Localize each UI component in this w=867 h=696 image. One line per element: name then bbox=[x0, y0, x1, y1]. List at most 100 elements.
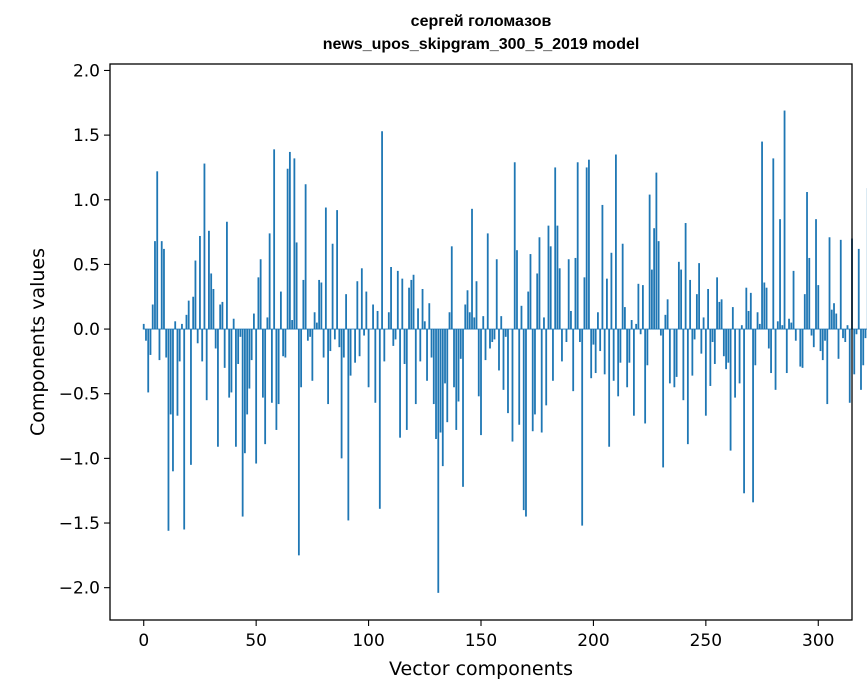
bar-308 bbox=[835, 313, 838, 330]
bar-321 bbox=[864, 329, 867, 339]
bar-191 bbox=[572, 329, 575, 392]
bar-296 bbox=[808, 257, 811, 330]
x-axis-label: Vector components bbox=[389, 658, 573, 680]
bar-149 bbox=[477, 329, 480, 397]
x-tick-label: 200 bbox=[577, 631, 609, 651]
bar-199 bbox=[590, 329, 593, 379]
bar-49 bbox=[253, 313, 255, 330]
bar-297 bbox=[810, 329, 813, 336]
bar-20 bbox=[187, 300, 190, 330]
bar-18 bbox=[183, 329, 186, 530]
bar-229 bbox=[657, 241, 660, 330]
bar-15 bbox=[176, 329, 179, 416]
bar-85 bbox=[333, 329, 336, 340]
bar-270 bbox=[749, 292, 752, 330]
bar-137 bbox=[450, 246, 453, 330]
bar-172 bbox=[529, 254, 532, 330]
bar-261 bbox=[729, 329, 732, 451]
bar-218 bbox=[633, 329, 635, 416]
bar-233 bbox=[666, 299, 669, 330]
bar-57 bbox=[270, 329, 273, 403]
y-tick-label: 1.5 bbox=[73, 126, 100, 146]
x-axis-ticks: 0 50 100 150 200 250 300 bbox=[138, 620, 834, 651]
bar-94 bbox=[354, 329, 356, 363]
bar-41 bbox=[235, 329, 237, 447]
bar-244 bbox=[691, 329, 694, 376]
bar-284 bbox=[781, 325, 784, 330]
bar-150 bbox=[480, 329, 482, 436]
bar-247 bbox=[698, 263, 700, 330]
bar-237 bbox=[675, 329, 678, 377]
bar-26 bbox=[201, 329, 204, 362]
bar-165 bbox=[513, 162, 516, 330]
bar-147 bbox=[473, 317, 476, 330]
bar-236 bbox=[673, 329, 676, 388]
bar-220 bbox=[637, 283, 640, 330]
bar-46 bbox=[246, 329, 249, 415]
bar-158 bbox=[498, 329, 500, 371]
bar-279 bbox=[770, 329, 772, 374]
bar-301 bbox=[819, 329, 822, 352]
y-tick-label: 1.0 bbox=[73, 191, 100, 211]
bar-278 bbox=[767, 329, 770, 349]
bar-97 bbox=[360, 268, 363, 330]
bar-123 bbox=[419, 329, 422, 362]
bar-317 bbox=[855, 329, 858, 335]
bar-206 bbox=[606, 278, 608, 330]
bar-73 bbox=[306, 329, 309, 341]
bar-10 bbox=[165, 329, 168, 358]
bar-89 bbox=[342, 329, 345, 358]
bar-84 bbox=[331, 243, 334, 330]
bar-254 bbox=[713, 329, 716, 364]
bar-39 bbox=[230, 329, 233, 393]
bar-145 bbox=[468, 312, 471, 330]
bar-314 bbox=[848, 329, 851, 403]
bar-192 bbox=[574, 257, 577, 330]
bar-205 bbox=[603, 329, 606, 375]
bar-272 bbox=[754, 329, 757, 366]
bar-175 bbox=[536, 273, 539, 330]
bar-132 bbox=[439, 329, 442, 433]
bar-223 bbox=[644, 329, 647, 424]
x-tick-label: 50 bbox=[245, 631, 267, 651]
bar-262 bbox=[731, 307, 734, 330]
bar-311 bbox=[842, 329, 844, 339]
bar-22 bbox=[192, 296, 195, 330]
bar-280 bbox=[772, 158, 775, 330]
bar-35 bbox=[221, 301, 224, 330]
bar-188 bbox=[565, 329, 568, 342]
bar-29 bbox=[208, 230, 210, 330]
bar-249 bbox=[702, 317, 705, 330]
bar-208 bbox=[610, 252, 613, 330]
bar-239 bbox=[680, 269, 683, 330]
bar-255 bbox=[716, 277, 718, 330]
bar-96 bbox=[358, 329, 361, 357]
bar-286 bbox=[785, 329, 788, 374]
bar-139 bbox=[455, 329, 458, 430]
bar-174 bbox=[534, 329, 536, 415]
y-tick-label: −0.5 bbox=[59, 385, 100, 405]
bar-319 bbox=[860, 329, 862, 390]
bar-153 bbox=[486, 233, 489, 330]
bar-102 bbox=[372, 304, 374, 330]
bar-215 bbox=[626, 329, 629, 388]
bar-28 bbox=[205, 329, 208, 401]
bar-9 bbox=[163, 248, 165, 330]
bar-17 bbox=[181, 323, 183, 330]
bar-189 bbox=[567, 259, 570, 330]
bar-134 bbox=[444, 329, 446, 384]
bar-75 bbox=[311, 329, 314, 381]
bar-169 bbox=[522, 329, 525, 511]
bar-273 bbox=[756, 312, 759, 330]
bar-152 bbox=[484, 329, 487, 361]
bar-8 bbox=[160, 241, 163, 330]
bar-274 bbox=[758, 323, 761, 330]
chart-title-line-2: news_upos_skipgram_300_5_2019 model bbox=[322, 36, 640, 53]
bar-103 bbox=[374, 329, 377, 403]
bar-225 bbox=[648, 194, 651, 330]
bar-256 bbox=[718, 301, 721, 330]
bar-31 bbox=[212, 288, 215, 330]
bar-245 bbox=[693, 329, 696, 340]
bar-243 bbox=[689, 279, 692, 330]
